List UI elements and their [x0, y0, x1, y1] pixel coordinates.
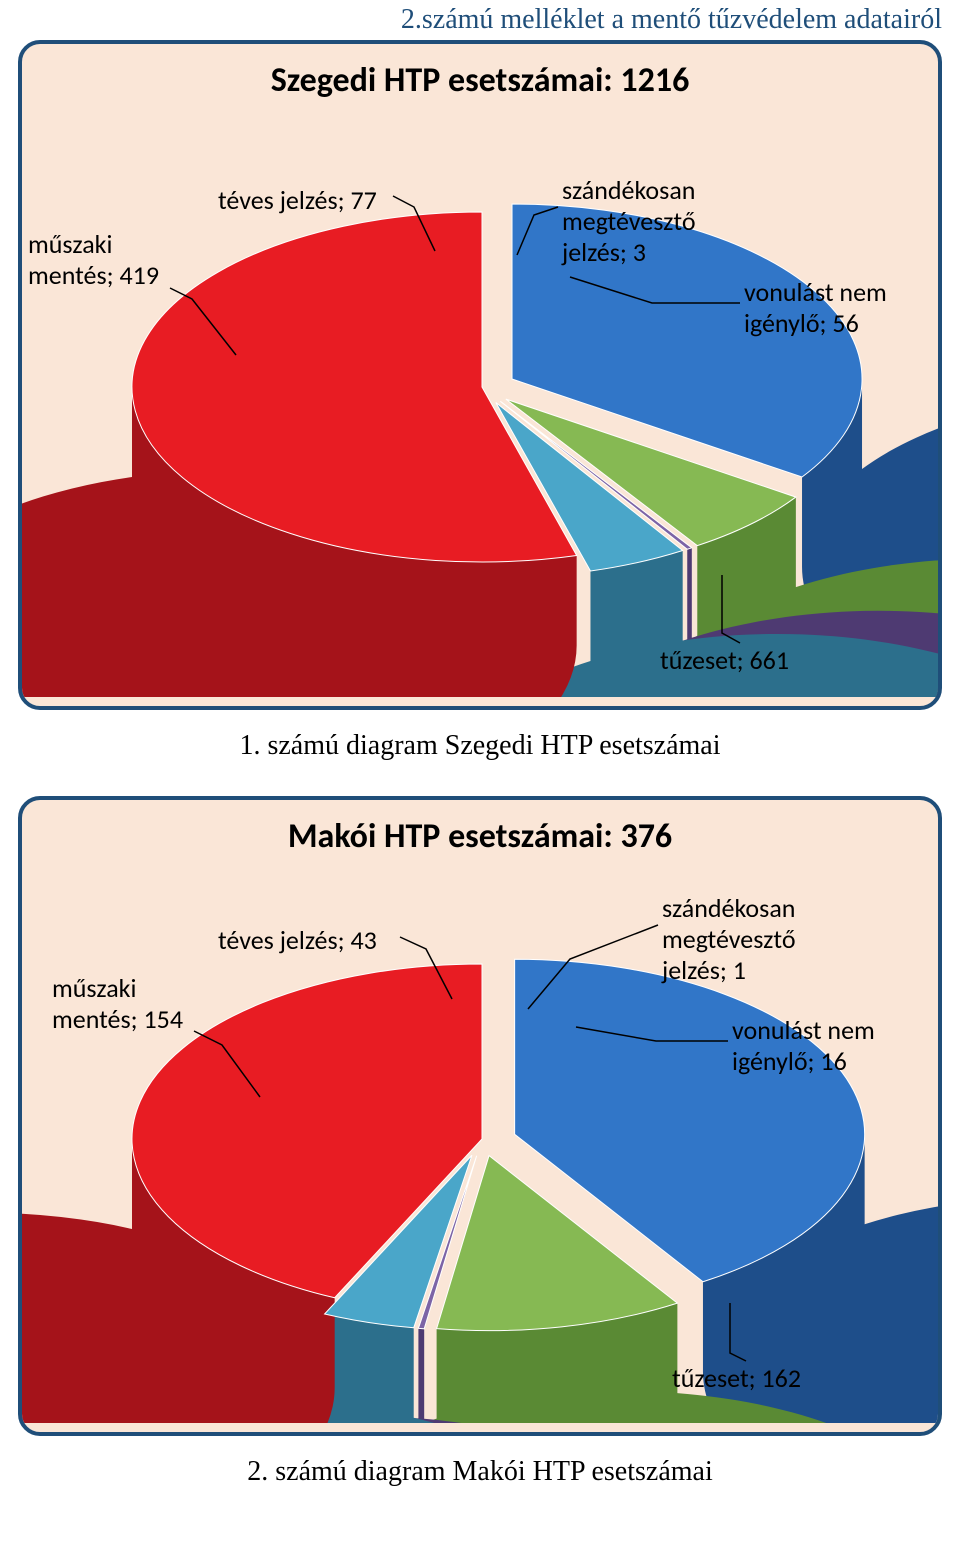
- slice-label: tűzeset; 661: [660, 645, 789, 676]
- slice-label: vonulást nem igénylő; 16: [732, 1015, 875, 1077]
- slice-label: tűzeset; 162: [672, 1363, 801, 1394]
- leader-line: [576, 1027, 728, 1041]
- slice-label: téves jelzés; 43: [218, 925, 377, 956]
- leader-line: [730, 1303, 746, 1361]
- leader-line: [722, 575, 740, 643]
- leader-line: [194, 1031, 260, 1097]
- chart-title: Makói HTP esetszámai: 376: [22, 800, 938, 863]
- leader-line: [400, 937, 452, 999]
- slice-label: téves jelzés; 77: [218, 185, 377, 216]
- slice-label: szándékosan megtévesztő jelzés; 3: [562, 175, 696, 269]
- chart-title: Szegedi HTP esetszámai: 1216: [22, 44, 938, 107]
- leader-line: [528, 925, 658, 1009]
- slice-label: vonulást nem igénylő; 56: [744, 277, 887, 339]
- chart-body: műszaki mentés; 419 téves jelzés; 77 szánd…: [22, 107, 938, 697]
- chart-caption: 1. számú diagram Szegedi HTP esetszámai: [0, 730, 960, 762]
- slice-label: műszaki mentés; 154: [52, 973, 183, 1035]
- slice-label: műszaki mentés; 419: [28, 229, 159, 291]
- chart-caption: 2. számú diagram Makói HTP esetszámai: [0, 1456, 960, 1488]
- page-header: 2.számú melléklet a mentő tűzvédelem ada…: [0, 0, 960, 36]
- chart-body: műszaki mentés; 154 téves jelzés; 43 szánd…: [22, 863, 938, 1423]
- leader-overlay: [22, 863, 942, 1423]
- chart-panel: Makói HTP esetszámai: 376műszaki mentés;…: [18, 796, 942, 1436]
- leader-line: [517, 207, 558, 255]
- leader-line: [570, 277, 740, 303]
- leader-line: [393, 196, 435, 251]
- slice-label: szándékosan megtévesztő jelzés; 1: [662, 893, 796, 987]
- leader-overlay: [22, 107, 942, 697]
- leader-line: [170, 288, 236, 355]
- chart-panel: Szegedi HTP esetszámai: 1216műszaki ment…: [18, 40, 942, 710]
